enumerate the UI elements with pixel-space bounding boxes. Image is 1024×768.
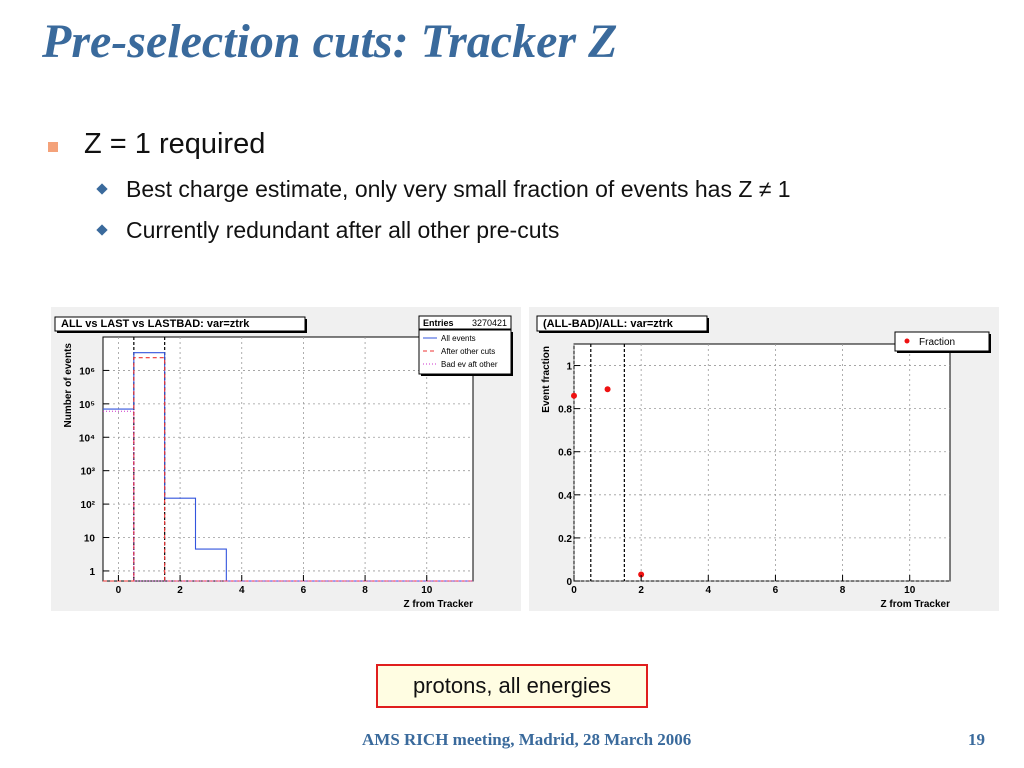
x-tick-label: 10 <box>904 585 916 596</box>
y-tick-label: 10² <box>81 500 96 511</box>
y-tick-label: 0 <box>566 577 572 588</box>
y-tick-label: 0.6 <box>558 448 572 459</box>
legend-marker <box>904 338 910 344</box>
y-axis-label: Event fraction <box>541 346 552 413</box>
stats-label: Entries <box>423 318 454 328</box>
x-tick-label: 10 <box>421 585 433 596</box>
data-point <box>604 386 611 393</box>
page-number: 19 <box>968 730 985 749</box>
x-tick-label: 6 <box>301 585 307 596</box>
note-box: protons, all energies <box>376 664 648 708</box>
y-tick-label: 10⁴ <box>79 433 95 444</box>
chart-title: (ALL-BAD)/ALL: var=ztrk <box>543 318 674 330</box>
y-tick-label: 10³ <box>81 467 96 478</box>
x-tick-label: 4 <box>706 585 712 596</box>
data-point <box>638 571 645 578</box>
x-tick-label: 0 <box>571 585 577 596</box>
stats-value: 3270421 <box>472 318 507 328</box>
sub-bullet-1-text: Best charge estimate, only very small fr… <box>126 176 791 202</box>
histogram-chart: 0 2 4 6 8 10 1 10 10² 10³ 10⁴ 10⁵ 10⁶ Z from Tracker N… <box>54 315 513 610</box>
x-axis-label: Z from Tracker <box>404 599 474 610</box>
x-tick-label: 8 <box>840 585 846 596</box>
legend-label: Fraction <box>919 337 955 348</box>
legend-label: After other cuts <box>441 347 495 356</box>
data-point <box>571 392 577 399</box>
slide-title: Pre-selection cuts: Tracker Z <box>42 15 618 68</box>
histogram-panel: 0 2 4 6 8 10 1 10 10² 10³ 10⁴ 10⁵ 10⁶ Z from Tracker N… <box>51 307 521 611</box>
plot-frame <box>102 336 474 582</box>
y-tick-label: 10⁶ <box>79 366 95 377</box>
square-bullet-icon <box>48 142 58 152</box>
footer-text: AMS RICH meeting, Madrid, 28 March 2006 <box>362 730 692 749</box>
x-tick-label: 2 <box>638 585 644 596</box>
fraction-panel: 0 2 4 6 8 10 0 0.2 0.4 0.6 0.8 1 Z from Tracker Event… <box>529 307 999 611</box>
histogram-series <box>103 357 473 582</box>
bullet-main-text: Z = 1 required <box>84 128 266 160</box>
histogram-series <box>103 410 473 582</box>
chart-title: ALL vs LAST vs LASTBAD: var=ztrk <box>61 318 250 330</box>
y-tick-label: 0.2 <box>558 534 572 545</box>
legend-label: Bad ev aft other <box>441 360 498 369</box>
diamond-bullet-icon <box>96 183 108 195</box>
x-tick-label: 0 <box>116 585 122 596</box>
y-tick-label: 0.4 <box>558 491 572 502</box>
fraction-chart: 0 2 4 6 8 10 0 0.2 0.4 0.6 0.8 1 Z from Tracker Event… <box>536 315 991 610</box>
plot-frame <box>573 343 951 582</box>
x-tick-label: 4 <box>239 585 245 596</box>
y-tick-label: 1 <box>566 362 572 373</box>
legend-label: All events <box>441 334 476 343</box>
title-box <box>536 315 708 332</box>
y-tick-label: 10 <box>84 534 96 545</box>
y-tick-label: 0.8 <box>558 405 572 416</box>
diamond-bullet-icon <box>96 224 108 236</box>
y-tick-label: 10⁵ <box>79 400 95 411</box>
sub-bullet-2-text: Currently redundant after all other pre-… <box>126 217 560 243</box>
legend-box <box>418 329 512 375</box>
x-axis-label: Z from Tracker <box>881 599 951 610</box>
y-tick-label: 1 <box>89 567 95 578</box>
title-box <box>54 316 306 332</box>
x-tick-label: 6 <box>773 585 779 596</box>
x-tick-label: 8 <box>362 585 368 596</box>
y-axis-label: Number of events <box>63 343 74 428</box>
legend-box <box>894 331 990 352</box>
stats-box <box>418 315 512 330</box>
x-tick-label: 2 <box>177 585 183 596</box>
